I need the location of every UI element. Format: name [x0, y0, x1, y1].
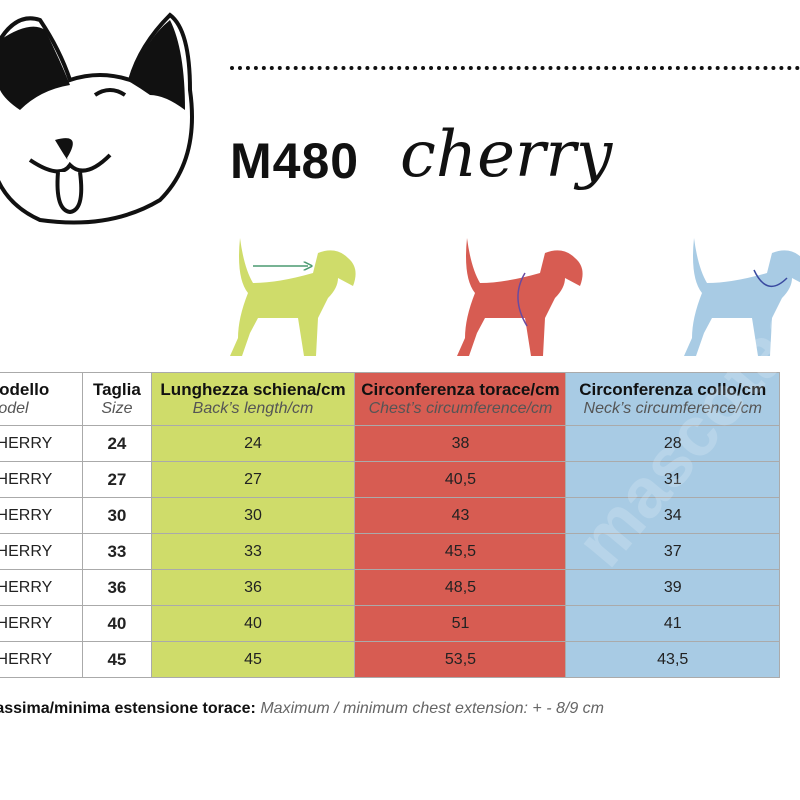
- col-model: ModelloModel: [0, 372, 84, 426]
- note-label: Massima/minima estensione torace:: [0, 700, 256, 717]
- cell-chest: 48,5: [354, 569, 567, 606]
- dog-chest-icon: [457, 238, 583, 356]
- cell-model: CHERRY: [0, 425, 84, 462]
- cell-model: CHERRY: [0, 605, 84, 642]
- dog-neck-icon: [684, 238, 800, 356]
- cell-back-length: 27: [150, 461, 356, 498]
- cell-neck: 28: [565, 425, 780, 462]
- model-name: cherry: [400, 118, 613, 192]
- cell-back-length: 30: [150, 497, 356, 534]
- dotted-divider: [230, 66, 800, 70]
- cell-model: CHERRY: [0, 461, 84, 498]
- cell-chest: 51: [354, 605, 567, 642]
- cell-model: CHERRY: [0, 497, 84, 534]
- cell-back-length: 40: [150, 605, 356, 642]
- note-text: Maximum / minimum chest extension: + - 8…: [260, 700, 604, 717]
- cell-model: CHERRY: [0, 533, 84, 570]
- model-code: M480: [230, 133, 360, 189]
- cell-back-length: 33: [150, 533, 356, 570]
- cell-size: 30: [82, 497, 152, 534]
- col-neck: Circonferenza collo/cm Neck’s circumferen…: [565, 372, 780, 426]
- cell-size: 45: [82, 641, 152, 678]
- chest-extension-note: Massima/minima estensione torace: Maximu…: [0, 700, 604, 718]
- cell-size: 24: [82, 425, 152, 462]
- cell-neck: 39: [565, 569, 780, 606]
- table-row: CHERRY30304334: [0, 497, 780, 534]
- cell-neck: 41: [565, 605, 780, 642]
- cell-chest: 53,5: [354, 641, 567, 678]
- cell-chest: 40,5: [354, 461, 567, 498]
- cell-back-length: 24: [150, 425, 356, 462]
- cell-model: CHERRY: [0, 569, 84, 606]
- cell-size: 33: [82, 533, 152, 570]
- table-row: CHERRY454553,543,5: [0, 641, 780, 678]
- cell-chest: 45,5: [354, 533, 567, 570]
- cell-neck: 31: [565, 461, 780, 498]
- cell-chest: 38: [354, 425, 567, 462]
- col-size: Taglia Size: [82, 372, 152, 426]
- table-row: CHERRY40405141: [0, 605, 780, 642]
- dog-face-logo: [0, 12, 194, 225]
- cell-neck: 37: [565, 533, 780, 570]
- col-back-length: Lunghezza schiena/cm Back’s length/cm: [150, 372, 356, 426]
- col-chest: Circonferenza torace/cm Chest’s circumfer…: [354, 372, 567, 426]
- table-row: CHERRY24243828: [0, 425, 780, 462]
- cell-back-length: 45: [150, 641, 356, 678]
- cell-size: 36: [82, 569, 152, 606]
- cell-neck: 43,5: [565, 641, 780, 678]
- dog-back-length-icon: [230, 238, 356, 356]
- table-row: CHERRY272740,531: [0, 461, 780, 498]
- cell-chest: 43: [354, 497, 567, 534]
- table-row: CHERRY363648,539: [0, 569, 780, 606]
- cell-back-length: 36: [150, 569, 356, 606]
- table-row: CHERRY333345,537: [0, 533, 780, 570]
- cell-neck: 34: [565, 497, 780, 534]
- cell-size: 27: [82, 461, 152, 498]
- cell-size: 40: [82, 605, 152, 642]
- cell-model: CHERRY: [0, 641, 84, 678]
